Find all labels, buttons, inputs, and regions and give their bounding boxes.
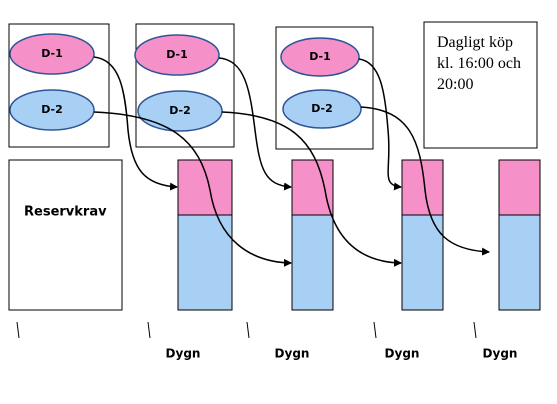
day-label: Dygn	[483, 347, 518, 361]
column-top	[291, 159, 334, 216]
arrow	[358, 58, 402, 191]
note-line: Dagligt köp	[437, 34, 513, 51]
d2-label: D-2	[311, 102, 333, 115]
tick	[16, 321, 20, 339]
d2-label: D-2	[41, 103, 63, 116]
arrow	[93, 111, 292, 267]
column-bottom	[177, 214, 233, 311]
d2-ellipse	[9, 89, 95, 131]
tick	[147, 321, 151, 339]
arrow	[360, 106, 490, 256]
note-line: 20:00	[437, 76, 473, 93]
d1-ellipse	[9, 33, 95, 75]
note-line: kl. 16:00 och	[437, 55, 521, 72]
column-top	[498, 159, 541, 216]
day-label: Dygn	[166, 347, 201, 361]
tick	[473, 321, 477, 339]
d2-ellipse	[137, 90, 223, 132]
arrow	[221, 111, 402, 267]
d1-ellipse	[280, 37, 360, 77]
note-box	[423, 21, 538, 149]
arrow	[93, 56, 178, 191]
column-bottom	[498, 214, 541, 311]
tick	[246, 321, 250, 339]
d1-ellipse	[134, 34, 220, 76]
column-bottom	[401, 214, 444, 311]
tick	[373, 321, 377, 339]
column-top	[177, 159, 233, 216]
reserve-label: Reservkrav	[24, 205, 107, 220]
d1-label: D-1	[309, 50, 331, 63]
column-bottom	[291, 214, 334, 311]
reserve-box	[8, 159, 123, 311]
d1-label: D-1	[41, 47, 63, 60]
d2-ellipse	[282, 89, 362, 129]
day-label: Dygn	[275, 347, 310, 361]
arrow	[218, 57, 292, 191]
d2-label: D-2	[169, 104, 191, 117]
day-label: Dygn	[385, 347, 420, 361]
d1-label: D-1	[166, 48, 188, 61]
